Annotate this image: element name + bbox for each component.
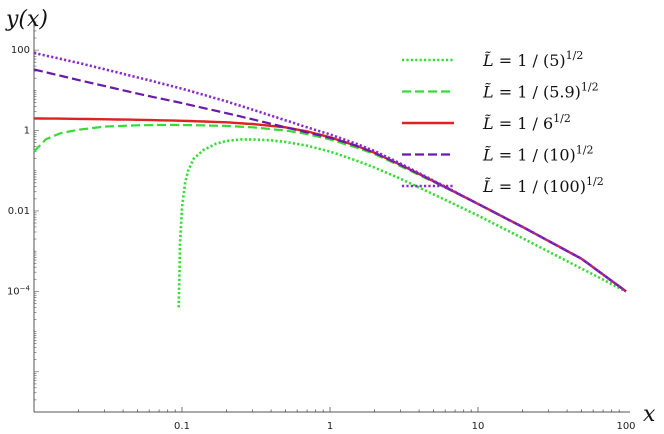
legend-label-1: L̃ = 1 / (5)1/2 — [482, 49, 583, 70]
legend-label-3: L̃ = 1 / 61/2 — [482, 112, 571, 133]
series-line-3 — [33, 117, 627, 293]
legend-label-4: L̃ = 1 / (10)1/2 — [482, 144, 594, 165]
x-tick-label: 0.1 — [174, 421, 190, 432]
y-tick-label: 0.01 — [8, 206, 30, 217]
y-tick-label: 1 — [24, 126, 30, 137]
y-tick-label: 100 — [11, 45, 30, 56]
legend-label-2: L̃ = 1 / (5.9)1/2 — [482, 81, 599, 102]
legend-label-5: L̃ = 1 / (100)1/2 — [482, 175, 604, 196]
y-axis-title: y(x) — [5, 7, 48, 32]
x-tick-label: 100 — [616, 421, 635, 432]
x-tick-label: 10 — [472, 421, 485, 432]
legend: L̃ = 1 / (5)1/2 L̃ = 1 / (5.9)1/2 L̃ = 1 /… — [402, 49, 604, 196]
x-tick-label: 1 — [327, 421, 333, 432]
series-line-4 — [33, 68, 627, 293]
x-axis-title: x — [643, 402, 656, 427]
series-line-1 — [177, 138, 627, 308]
y-tick-label: 10−4 — [7, 284, 31, 297]
series-line-5 — [33, 51, 627, 293]
series-lines — [33, 51, 627, 308]
